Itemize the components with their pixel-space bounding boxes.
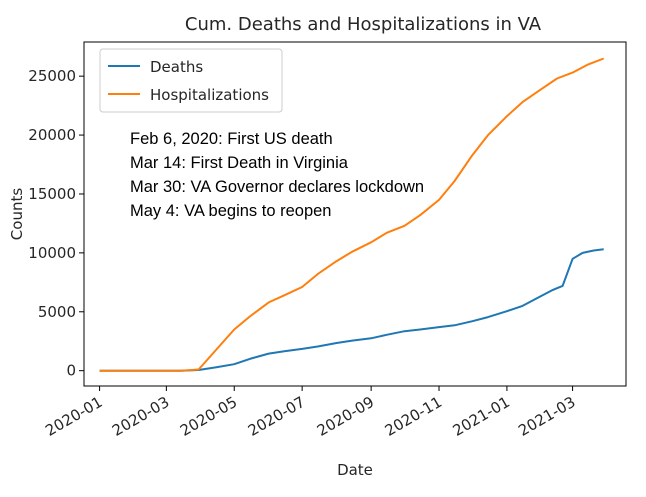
y-tick-label: 20000 — [28, 126, 76, 144]
legend-box — [99, 48, 283, 113]
x-tick-label: 2020-07 — [245, 393, 308, 440]
x-tick-label: 2021-03 — [515, 393, 578, 440]
legend: Deaths Hospitalizations — [99, 48, 283, 113]
x-tick-label: 2020-05 — [177, 393, 240, 440]
legend-label-deaths: Deaths — [150, 58, 203, 76]
x-tick-label: 2020-09 — [314, 393, 377, 440]
annotation-block: Feb 6, 2020: First US death Mar 14: Firs… — [130, 130, 424, 220]
y-tick-label: 25000 — [28, 67, 76, 85]
x-tick-label: 2020-03 — [109, 393, 172, 440]
y-tick-label: 10000 — [28, 244, 76, 262]
y-tick-label: 5000 — [38, 303, 76, 321]
annotation-reopen: May 4: VA begins to reopen — [130, 202, 332, 220]
y-tick-label: 15000 — [28, 185, 76, 203]
x-axis-label: Date — [337, 461, 373, 479]
y-tick-label: 0 — [66, 362, 76, 380]
legend-label-hospitalizations: Hospitalizations — [150, 86, 269, 104]
x-tick-label: 2020-01 — [42, 393, 105, 440]
series-line-hospitalizations — [99, 57, 605, 372]
plot-frame — [83, 41, 627, 387]
x-tick-label: 2020-11 — [382, 393, 445, 440]
annotation-first-us-death: Feb 6, 2020: First US death — [130, 130, 333, 148]
series-line-deaths — [99, 248, 604, 372]
annotation-lockdown: Mar 30: VA Governor declares lockdown — [130, 178, 424, 196]
x-tick-label: 2021-01 — [450, 393, 513, 440]
annotation-first-va-death: Mar 14: First Death in Virginia — [130, 154, 349, 172]
chart-title: Cum. Deaths and Hospitalizations in VA — [185, 14, 542, 35]
y-axis-label: Counts — [8, 188, 26, 241]
